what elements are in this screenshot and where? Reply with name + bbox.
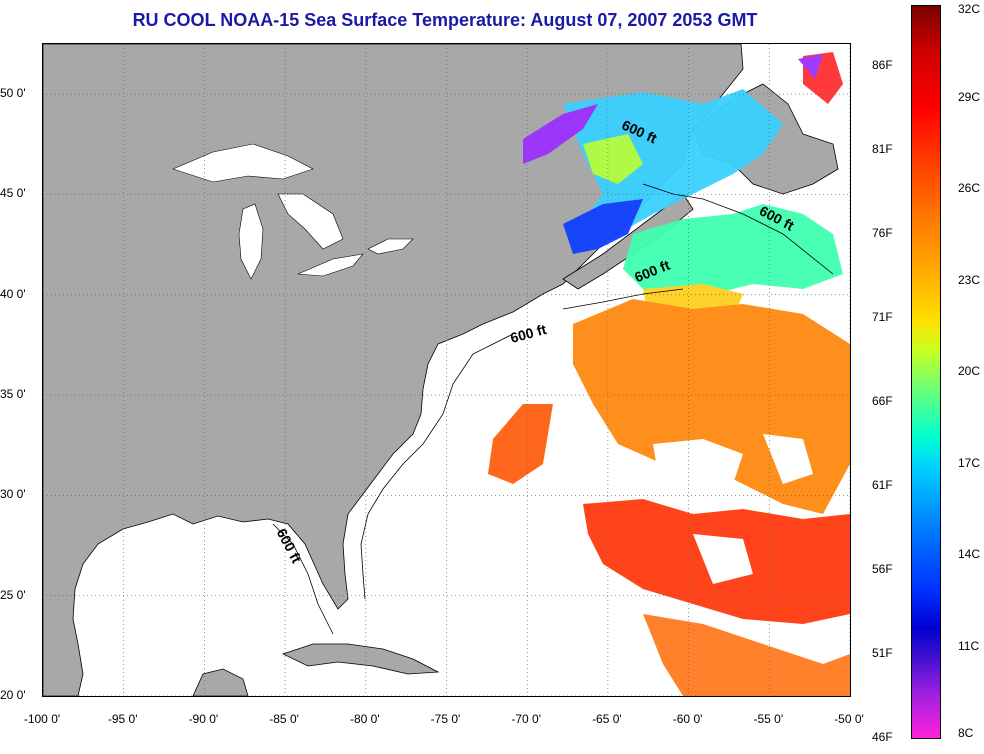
graticule bbox=[43, 44, 850, 696]
colorbar-c-label: 23C bbox=[958, 272, 981, 287]
x-tick-label: -75 0' bbox=[430, 712, 461, 726]
colorbar-f-label: 81F bbox=[872, 142, 893, 157]
y-tick-label: 20 0' bbox=[0, 688, 26, 702]
x-tick-label: -100 0' bbox=[23, 712, 61, 726]
colorbar-c-label: 29C bbox=[958, 89, 981, 104]
colorbar-c-label: 17C bbox=[958, 455, 981, 470]
y-tick-label: 35 0' bbox=[0, 387, 26, 402]
colorbar-f-label: 71F bbox=[872, 310, 893, 325]
colorbar-f-label: 51F bbox=[872, 646, 893, 661]
x-tick-label: -60 0' bbox=[672, 712, 703, 726]
x-tick-label: -85 0' bbox=[269, 712, 299, 726]
colorbar-c-label: 8C bbox=[958, 726, 974, 740]
map-canvas: 600 ft 600 ft 600 ft 600 ft 600 ft bbox=[43, 44, 850, 696]
x-tick-label: -90 0' bbox=[188, 712, 219, 726]
colorbar-c-label: 14C bbox=[958, 547, 981, 561]
colorbar-f-label: 46F bbox=[872, 730, 893, 744]
colorbar-f-label: 66F bbox=[872, 394, 893, 409]
x-tick-label: -55 0' bbox=[753, 712, 784, 726]
lake-superior bbox=[172, 143, 314, 183]
x-tick-label: -80 0' bbox=[349, 712, 380, 726]
colorbar-c-label: 26C bbox=[958, 181, 981, 195]
sst-patches bbox=[488, 52, 850, 696]
colorbar-c-label: 32C bbox=[958, 2, 981, 16]
y-tick-label: 30 0' bbox=[0, 487, 26, 502]
colorbar-c-label: 11C bbox=[958, 638, 980, 653]
y-tick-label: 45 0' bbox=[0, 186, 26, 201]
land-cuba bbox=[281, 643, 440, 675]
x-tick-label: -50 0' bbox=[834, 712, 864, 726]
map-title: RU COOL NOAA-15 Sea Surface Temperature:… bbox=[132, 10, 758, 30]
land-yucatan bbox=[192, 668, 249, 696]
y-tick-label: 50 0' bbox=[0, 86, 26, 101]
sst-map: 600 ft 600 ft 600 ft 600 ft 600 ft bbox=[42, 43, 851, 697]
colorbar-f-label: 86F bbox=[872, 58, 893, 73]
colorbar-c-label: 20C bbox=[958, 364, 981, 378]
lake-erie bbox=[297, 253, 364, 277]
x-tick-label: -95 0' bbox=[107, 712, 138, 726]
colorbar-f-label: 56F bbox=[872, 562, 893, 577]
colorbar-f-label: 76F bbox=[872, 226, 893, 241]
y-tick-label: 25 0' bbox=[0, 587, 26, 602]
colorbar-f-label: 61F bbox=[872, 478, 893, 493]
y-tick-label: 40 0' bbox=[0, 286, 26, 301]
x-tick-label: -70 0' bbox=[511, 712, 542, 726]
lake-huron bbox=[277, 193, 344, 250]
lake-michigan bbox=[238, 203, 264, 280]
x-tick-label: -65 0' bbox=[592, 712, 622, 726]
contour-label: 600 ft bbox=[509, 321, 549, 346]
temperature-colorbar bbox=[911, 5, 941, 739]
contour-600ft bbox=[272, 183, 834, 635]
lake-ontario bbox=[367, 238, 414, 255]
